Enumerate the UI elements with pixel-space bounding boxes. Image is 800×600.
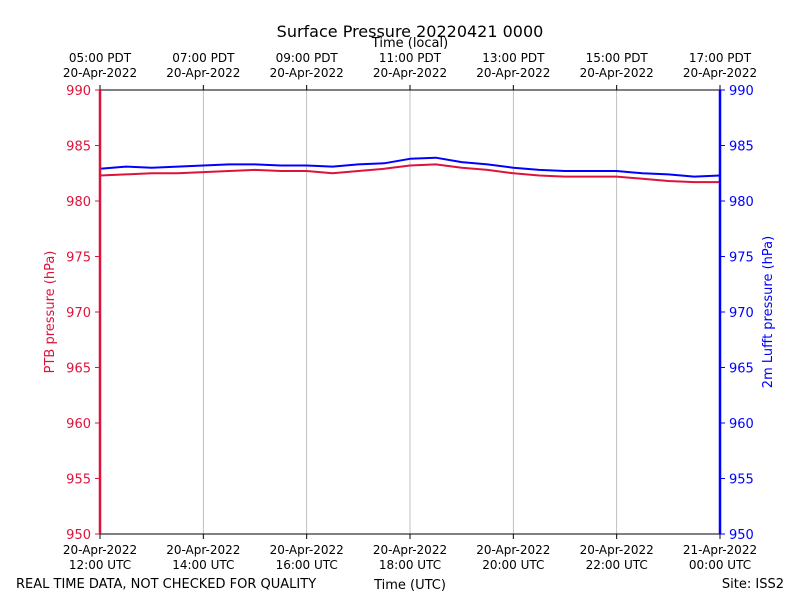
bottom-tick-time: 14:00 UTC bbox=[172, 558, 234, 572]
bottom-tick-date: 20-Apr-2022 bbox=[580, 543, 654, 557]
left-tick-label: 985 bbox=[66, 140, 91, 155]
bottom-tick-time: 18:00 UTC bbox=[379, 558, 441, 572]
bottom-tick-date: 20-Apr-2022 bbox=[63, 543, 137, 557]
top-tick-date: 20-Apr-2022 bbox=[373, 66, 447, 80]
bottom-tick-date: 20-Apr-2022 bbox=[166, 543, 240, 557]
top-tick-time: 11:00 PDT bbox=[379, 51, 442, 65]
right-tick-label: 955 bbox=[729, 473, 754, 488]
top-tick-time: 07:00 PDT bbox=[172, 51, 235, 65]
right-tick-label: 960 bbox=[729, 417, 754, 432]
top-tick-time: 17:00 PDT bbox=[689, 51, 752, 65]
series-lines bbox=[99, 156, 721, 184]
top-tick-time: 13:00 PDT bbox=[482, 51, 545, 65]
quality-note: REAL TIME DATA, NOT CHECKED FOR QUALITY bbox=[16, 577, 316, 592]
right-tick-label: 985 bbox=[729, 140, 754, 155]
left-tick-label: 955 bbox=[66, 473, 91, 488]
top-tick-date: 20-Apr-2022 bbox=[270, 66, 344, 80]
bottom-tick-date: 20-Apr-2022 bbox=[476, 543, 550, 557]
bottom-tick-date: 21-Apr-2022 bbox=[683, 543, 757, 557]
bottom-tick-time: 00:00 UTC bbox=[689, 558, 751, 572]
left-tick-label: 980 bbox=[66, 195, 91, 210]
series-line-lufft bbox=[99, 156, 721, 178]
chart-title: Surface Pressure 20220421 0000 bbox=[277, 22, 544, 41]
bottom-tick-date: 20-Apr-2022 bbox=[270, 543, 344, 557]
bottom-tick-time: 20:00 UTC bbox=[482, 558, 544, 572]
top-tick-date: 20-Apr-2022 bbox=[580, 66, 654, 80]
series-line-ptb bbox=[99, 163, 720, 184]
right-tick-label: 950 bbox=[729, 528, 754, 543]
right-axis-ticks: 950 955 960 965 970 975 980 985 990 bbox=[720, 84, 754, 543]
top-tick-time: 05:00 PDT bbox=[69, 51, 132, 65]
top-tick-time: 09:00 PDT bbox=[276, 51, 339, 65]
top-axis-label: Time (local) bbox=[371, 36, 448, 51]
bottom-tick-date: 20-Apr-2022 bbox=[373, 543, 447, 557]
top-tick-date: 20-Apr-2022 bbox=[683, 66, 757, 80]
top-tick-date: 20-Apr-2022 bbox=[166, 66, 240, 80]
left-tick-label: 970 bbox=[66, 306, 91, 321]
left-axis-ticks: 950 955 960 965 970 975 980 985 990 bbox=[66, 84, 100, 543]
top-tick-date: 20-Apr-2022 bbox=[63, 66, 137, 80]
right-axis-label: 2m Lufft pressure (hPa) bbox=[761, 236, 776, 388]
grid-lines bbox=[202, 90, 618, 534]
left-tick-label: 975 bbox=[66, 251, 91, 266]
right-tick-label: 970 bbox=[729, 306, 754, 321]
left-tick-label: 950 bbox=[66, 528, 91, 543]
right-tick-label: 965 bbox=[729, 362, 754, 377]
bottom-tick-time: 12:00 UTC bbox=[69, 558, 131, 572]
right-tick-label: 980 bbox=[729, 195, 754, 210]
left-axis-label: PTB pressure (hPa) bbox=[43, 251, 58, 374]
right-tick-label: 990 bbox=[729, 84, 754, 99]
bottom-axis-label: Time (UTC) bbox=[373, 578, 446, 593]
right-tick-label: 975 bbox=[729, 251, 754, 266]
left-tick-label: 990 bbox=[66, 84, 91, 99]
top-tick-date: 20-Apr-2022 bbox=[476, 66, 550, 80]
left-tick-label: 960 bbox=[66, 417, 91, 432]
top-tick-time: 15:00 PDT bbox=[586, 51, 649, 65]
left-tick-label: 965 bbox=[66, 362, 91, 377]
bottom-tick-time: 16:00 UTC bbox=[276, 558, 338, 572]
site-label: Site: ISS2 bbox=[722, 577, 784, 592]
bottom-tick-time: 22:00 UTC bbox=[586, 558, 648, 572]
